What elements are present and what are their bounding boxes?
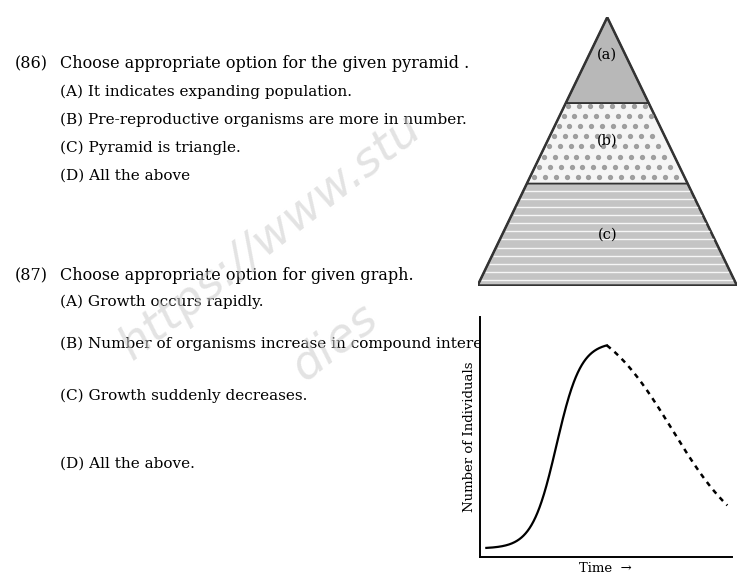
- Text: (86): (86): [15, 55, 48, 72]
- Text: Choose appropriate option for given graph.: Choose appropriate option for given grap…: [60, 267, 414, 284]
- Text: (a): (a): [597, 48, 617, 62]
- Text: https://www.stu: https://www.stu: [111, 105, 429, 369]
- Text: Choose appropriate option for the given pyramid .: Choose appropriate option for the given …: [60, 55, 469, 72]
- Text: (D) All the above: (D) All the above: [60, 169, 190, 183]
- Text: (A) It indicates expanding population.: (A) It indicates expanding population.: [60, 85, 352, 99]
- Text: (C) Pyramid is triangle.: (C) Pyramid is triangle.: [60, 141, 241, 155]
- Polygon shape: [566, 17, 649, 103]
- Text: (C) Growth suddenly decreases.: (C) Growth suddenly decreases.: [60, 389, 308, 403]
- Text: (B) Pre-reproductive organisms are more in number.: (B) Pre-reproductive organisms are more …: [60, 113, 467, 128]
- Text: (c): (c): [597, 228, 617, 242]
- Text: (b): (b): [597, 134, 617, 148]
- Y-axis label: Number of Individuals: Number of Individuals: [462, 362, 475, 512]
- Polygon shape: [478, 183, 737, 286]
- Text: (D) All the above.: (D) All the above.: [60, 457, 195, 471]
- Text: (B) Number of organisms increase in compound interest fashion.: (B) Number of organisms increase in comp…: [60, 337, 562, 351]
- Text: dies: dies: [283, 294, 387, 389]
- Text: (A) Growth occurs rapidly.: (A) Growth occurs rapidly.: [60, 295, 263, 309]
- X-axis label: Time  →: Time →: [579, 563, 632, 575]
- Polygon shape: [527, 103, 687, 183]
- Text: (87): (87): [15, 267, 48, 284]
